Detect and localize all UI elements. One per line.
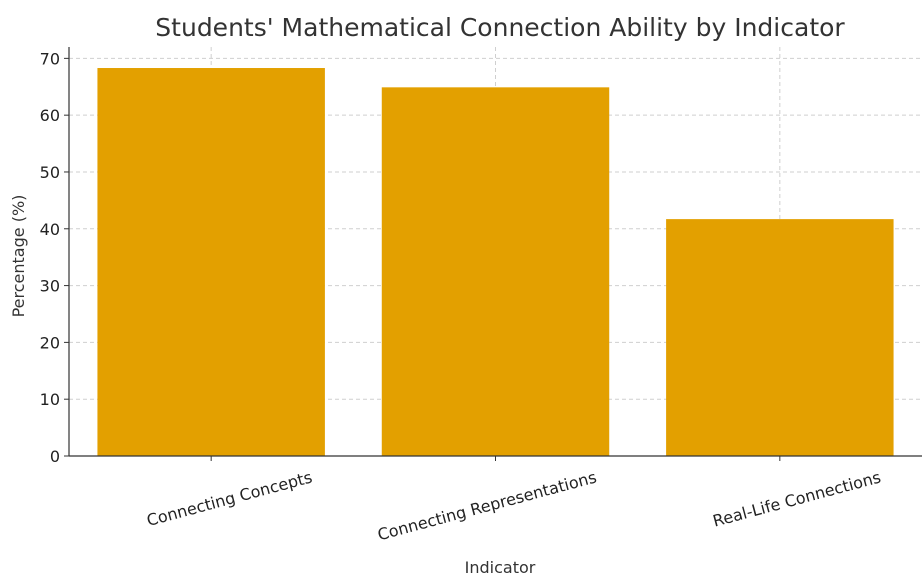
- y-tick-label: 10: [40, 390, 60, 409]
- y-tick-label: 60: [40, 106, 60, 125]
- y-axis-label: Percentage (%): [9, 195, 28, 318]
- x-axis-label: Indicator: [465, 558, 536, 577]
- chart-title: Students' Mathematical Connection Abilit…: [155, 13, 845, 42]
- y-tick-label: 70: [40, 49, 60, 68]
- x-tick-label: Real-Life Connections: [711, 468, 883, 531]
- y-axis: 0 10 20 30 40 50 60 70: [40, 47, 70, 466]
- bars: [97, 68, 894, 457]
- y-tick-label: 0: [50, 447, 60, 466]
- x-tick-label: Connecting Representations: [375, 468, 598, 545]
- y-tick-label: 30: [40, 277, 60, 296]
- y-tick-label: 40: [40, 220, 60, 239]
- y-tick-label: 20: [40, 333, 60, 352]
- bar: [97, 68, 325, 456]
- y-tick-label: 50: [40, 163, 60, 182]
- x-tick-label: Connecting Concepts: [145, 468, 315, 530]
- bar: [666, 219, 894, 456]
- bar: [381, 87, 610, 457]
- x-axis: Connecting Concepts Connecting Representa…: [69, 455, 922, 545]
